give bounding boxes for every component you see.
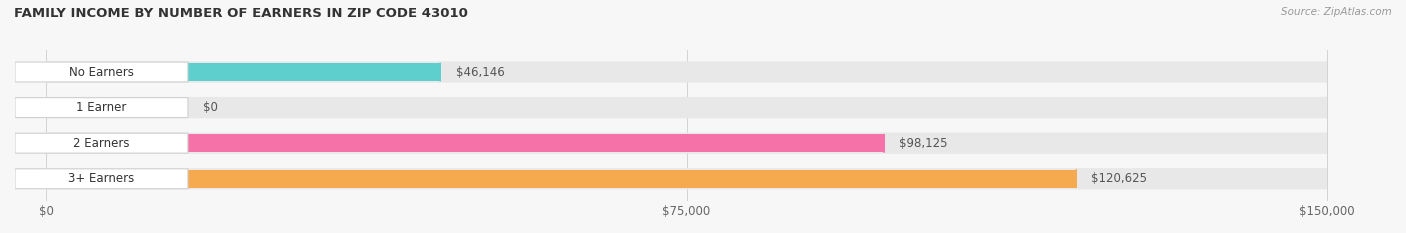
FancyBboxPatch shape [46,61,1327,83]
Text: 3+ Earners: 3+ Earners [69,172,135,185]
Text: Source: ZipAtlas.com: Source: ZipAtlas.com [1281,7,1392,17]
Text: FAMILY INCOME BY NUMBER OF EARNERS IN ZIP CODE 43010: FAMILY INCOME BY NUMBER OF EARNERS IN ZI… [14,7,468,20]
FancyBboxPatch shape [15,62,188,82]
Text: $46,146: $46,146 [456,65,505,79]
Bar [46,63,440,81]
FancyBboxPatch shape [15,133,188,153]
Bar [46,134,884,152]
Text: $0: $0 [204,101,218,114]
FancyBboxPatch shape [46,97,1327,118]
Text: No Earners: No Earners [69,65,134,79]
FancyBboxPatch shape [15,98,188,118]
FancyBboxPatch shape [15,169,188,189]
FancyBboxPatch shape [46,168,1327,189]
Text: $120,625: $120,625 [1091,172,1147,185]
Bar [46,170,1076,188]
Text: $98,125: $98,125 [900,137,948,150]
Text: 1 Earner: 1 Earner [76,101,127,114]
FancyBboxPatch shape [46,133,1327,154]
Text: 2 Earners: 2 Earners [73,137,129,150]
